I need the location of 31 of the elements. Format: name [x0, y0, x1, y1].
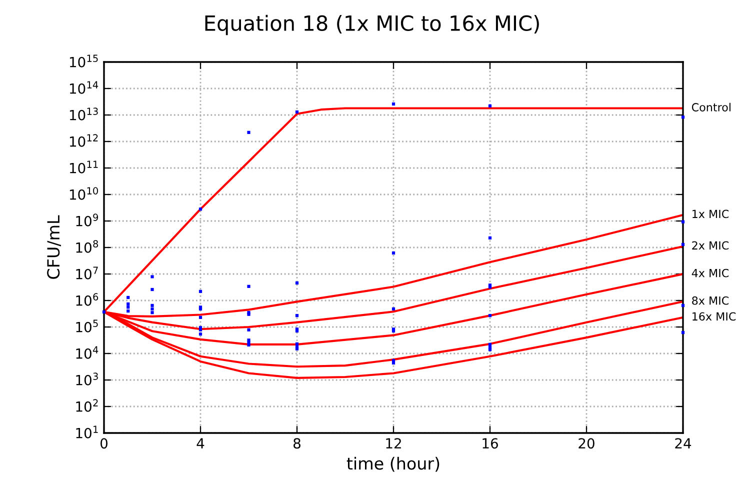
series-label: Control: [692, 102, 730, 112]
x-tick-label: 8: [294, 438, 300, 449]
y-tick-label: 10$^{13}$: [70, 108, 98, 120]
x-axis-title: time (hour): [346, 456, 440, 472]
y-tick-label: 10$^{2}$: [76, 399, 98, 412]
series-label: 2x MIC: [692, 241, 729, 250]
x-tick-label: 16: [482, 438, 498, 449]
chart-title: Equation 18 (1x MIC to 16x MIC): [205, 14, 539, 36]
y-tick-label: 10$^{9}$: [76, 214, 98, 226]
y-tick-label: 10$^{3}$: [76, 372, 98, 386]
y-tick-label: 10$^{15}$: [70, 54, 98, 68]
y-tick-label: 10$^{11}$: [70, 160, 98, 174]
series-label: 1x MIC: [692, 210, 729, 218]
y-tick-label: 10$^{10}$: [70, 187, 98, 200]
x-tick-label: 0: [100, 438, 108, 449]
y-tick-label: 10$^{12}$: [70, 134, 98, 147]
y-tick-label: 10$^{8}$: [76, 240, 98, 253]
series-label: 16x MIC: [692, 312, 736, 321]
series-label: 8x MIC: [692, 296, 729, 305]
x-tick-label: 4: [196, 438, 204, 448]
series-label: 4x MIC: [692, 268, 729, 278]
x-tick-label: 20: [578, 438, 594, 449]
y-tick-label: 10$^{4}$: [76, 346, 98, 359]
y-axis-title: CFU/mL: [47, 215, 61, 279]
y-tick-label: 10$^{5}$: [76, 320, 98, 332]
x-tick-label: 12: [386, 438, 401, 448]
y-tick-label: 10$^{1}$: [76, 426, 98, 438]
y-tick-label: 10$^{7}$: [76, 266, 98, 280]
x-tick-label: 24: [675, 438, 692, 448]
y-tick-label: 10$^{6}$: [76, 293, 98, 306]
y-tick-label: 10$^{14}$: [70, 81, 98, 94]
